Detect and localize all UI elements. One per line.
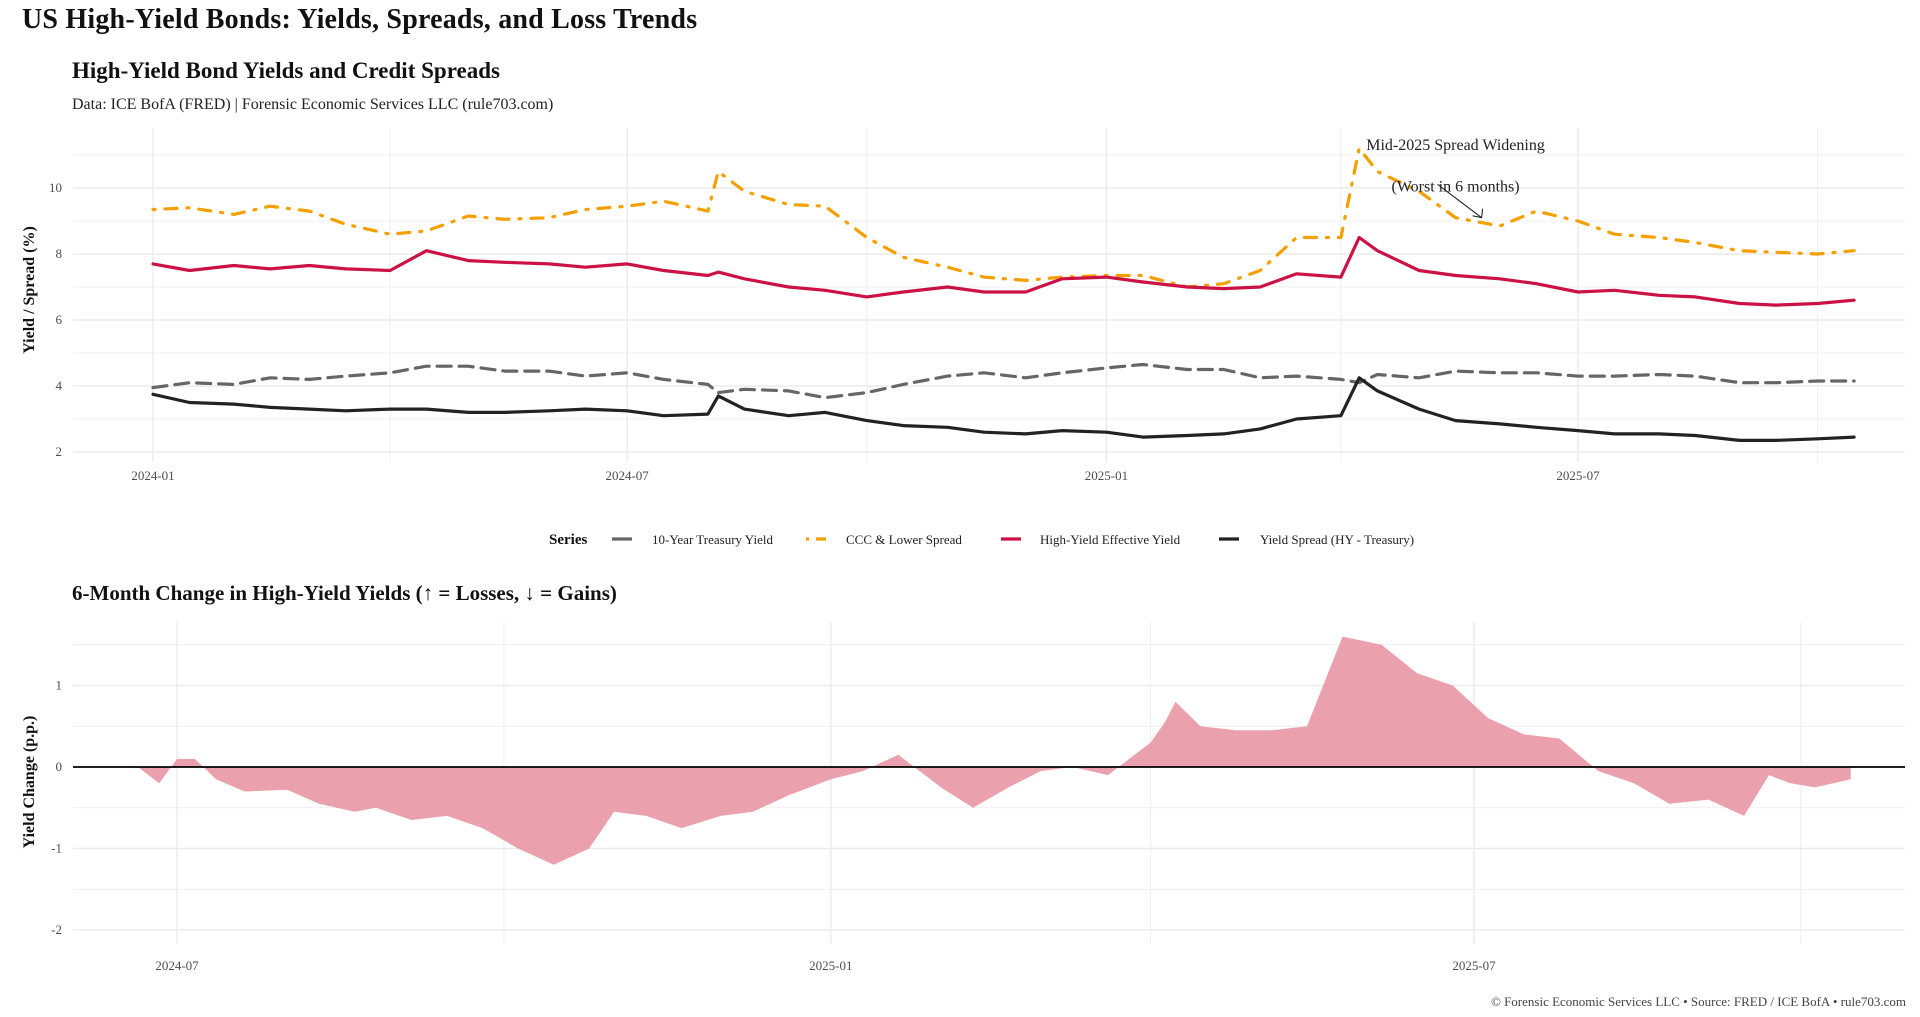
x-tick-label: 2025-01 [809,958,852,973]
series-line-yield-spread-hy-treasury- [151,376,1856,442]
legend-label: Yield Spread (HY - Treasury) [1260,532,1414,547]
annotation-subtitle: (Worst in 6 months) [1392,178,1520,195]
y-tick-label: 8 [56,246,63,261]
legend-label: CCC & Lower Spread [846,532,962,547]
series-line-ccc-lower-spread [151,146,1856,289]
x-tick-label: 2025-07 [1556,468,1600,483]
footer-credit: © Forensic Economic Services LLC • Sourc… [1490,994,1906,1009]
y-tick-label: 2 [56,444,63,459]
top-chart-grid [73,128,1905,462]
legend: Series 10-Year Treasury Yield CCC & Lower … [549,532,1414,548]
annotation-arrowhead [1472,208,1484,219]
annotation-arrow [1437,183,1482,219]
y-tick-label: 0 [56,759,63,774]
top-y-axis-title: Yield / Spread (%) [21,226,38,354]
legend-label: High-Yield Effective Yield [1040,532,1181,547]
y-tick-label: 4 [56,378,63,393]
bottom-y-axis-title: Yield Change (p.p.) [21,716,38,849]
x-tick-label: 2025-07 [1452,958,1496,973]
y-tick-label: -1 [51,841,62,856]
yield-change-area [137,636,1851,865]
y-tick-label: 10 [49,180,62,195]
bottom-chart-title: 6-Month Change in High-Yield Yields (↑ =… [72,581,617,605]
x-tick-label: 2024-07 [605,468,649,483]
top-chart-title: High-Yield Bond Yields and Credit Spread… [72,58,500,83]
series-line-high-yield-effective-yield [151,235,1856,307]
top-chart-subtitle: Data: ICE BofA (FRED) | Forensic Economi… [72,96,554,113]
annotation-title: Mid-2025 Spread Widening [1366,137,1545,154]
series-line-10-year-treasury-yield [151,362,1856,400]
top-chart-series [151,146,1856,442]
y-tick-label: 6 [56,312,63,327]
bottom-chart-axes: -2 -1 0 1 2024-07 2025-01 2025-07 [51,678,1496,974]
x-tick-label: 2024-07 [155,958,199,973]
x-tick-label: 2025-01 [1085,468,1128,483]
x-tick-label: 2024-01 [131,468,174,483]
bottom-chart-series [73,636,1905,865]
legend-title: Series [549,532,587,548]
y-tick-label: -2 [51,922,62,937]
y-tick-label: 1 [56,678,63,693]
top-chart-annotations: Mid-2025 Spread Widening (Worst in 6 mont… [1366,137,1545,219]
main-title: US High-Yield Bonds: Yields, Spreads, an… [22,4,698,35]
top-chart-axes: 2 4 6 8 10 2024-01 2024-07 2025-01 2025-07 [49,180,1600,483]
legend-label: 10-Year Treasury Yield [652,532,773,547]
